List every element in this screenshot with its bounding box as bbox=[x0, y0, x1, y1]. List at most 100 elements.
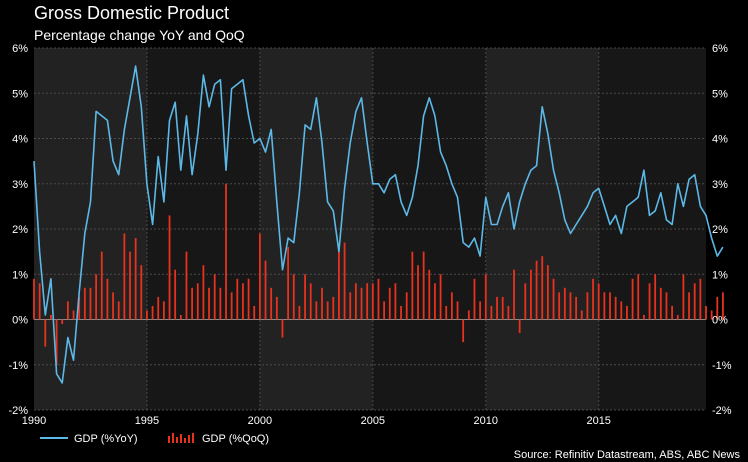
bar-qoq bbox=[552, 278, 555, 320]
bar-qoq bbox=[304, 274, 306, 320]
y-tick-label-left: 5% bbox=[12, 88, 28, 100]
bar-qoq bbox=[513, 269, 515, 320]
bar-qoq bbox=[473, 278, 476, 320]
legend-bar-swatch bbox=[168, 433, 194, 443]
bar-qoq bbox=[654, 274, 657, 320]
bar-qoq bbox=[354, 283, 357, 320]
bar-qoq bbox=[258, 233, 261, 320]
y-tick-label-right: 4% bbox=[712, 134, 728, 146]
chart-subtitle: Percentage change YoY and QoQ bbox=[34, 27, 245, 43]
bar-qoq bbox=[270, 287, 273, 320]
bar-qoq bbox=[417, 265, 419, 320]
bar-qoq bbox=[716, 296, 719, 320]
bar-qoq bbox=[230, 292, 233, 320]
bar-qoq bbox=[61, 319, 64, 325]
bar-qoq bbox=[225, 183, 227, 320]
bar-qoq bbox=[100, 251, 103, 320]
bar-qoq bbox=[219, 287, 222, 320]
bar-qoq bbox=[507, 305, 510, 320]
y-tick-label-right: 1% bbox=[712, 269, 728, 281]
bar-qoq bbox=[321, 287, 323, 320]
bar-qoq bbox=[202, 265, 205, 320]
bar-qoq bbox=[236, 278, 239, 320]
bar-qoq bbox=[281, 319, 284, 338]
bar-qoq bbox=[490, 305, 493, 320]
y-tick-label-left: 2% bbox=[12, 224, 28, 236]
bar-qoq bbox=[83, 287, 86, 320]
y-tick-label-left: -1% bbox=[8, 360, 28, 372]
bar-qoq bbox=[388, 287, 391, 320]
bar-qoq bbox=[123, 233, 126, 320]
bar-qoq bbox=[191, 287, 194, 320]
bar-qoq bbox=[332, 296, 335, 320]
bar-qoq bbox=[693, 283, 696, 320]
bar-qoq bbox=[428, 269, 431, 320]
bar-qoq bbox=[292, 274, 295, 320]
y-tick-label-right: 5% bbox=[712, 88, 728, 100]
bar-qoq bbox=[530, 269, 532, 320]
bar-qoq bbox=[603, 292, 606, 320]
legend-label-qoq: GDP (%QoQ) bbox=[202, 433, 269, 445]
legend: GDP (%YoY) GDP (%QoQ) bbox=[40, 433, 269, 445]
bar-qoq bbox=[38, 283, 41, 320]
legend-bar-mark bbox=[172, 433, 174, 443]
bar-qoq bbox=[563, 287, 566, 320]
bar-qoq bbox=[343, 242, 346, 320]
bar-qoq bbox=[609, 292, 611, 320]
bar-qoq bbox=[253, 305, 256, 320]
bar-qoq bbox=[140, 265, 143, 320]
x-tick-label: 2010 bbox=[474, 415, 498, 427]
y-tick-label-left: 4% bbox=[12, 134, 28, 146]
bar-qoq bbox=[168, 215, 171, 320]
bar-qoq bbox=[705, 305, 707, 320]
bar-qoq bbox=[377, 278, 380, 320]
y-tick-label-right: -2% bbox=[712, 405, 732, 417]
line-yoy bbox=[33, 65, 724, 384]
y-tick-label-left: 3% bbox=[12, 179, 28, 191]
bar-qoq bbox=[196, 283, 199, 320]
bar-qoq bbox=[66, 301, 69, 320]
bar-qoq bbox=[620, 301, 623, 320]
bar-qoq bbox=[213, 274, 216, 320]
bar-qoq bbox=[722, 292, 724, 320]
x-tick-label: 1990 bbox=[22, 415, 46, 427]
line-series bbox=[33, 65, 724, 384]
bar-qoq bbox=[89, 287, 92, 320]
bar-qoq bbox=[383, 301, 386, 320]
bar-qoq bbox=[95, 274, 98, 320]
y-tick-label-right: 2% bbox=[712, 224, 728, 236]
bar-qoq bbox=[162, 301, 165, 320]
bar-qoq bbox=[326, 301, 329, 320]
y-tick-label-left: 6% bbox=[12, 43, 28, 55]
bar-qoq bbox=[309, 283, 312, 320]
bar-qoq bbox=[710, 310, 713, 320]
x-tick-label: 2015 bbox=[586, 415, 610, 427]
bar-qoq bbox=[535, 260, 538, 320]
legend-bar-mark bbox=[188, 435, 190, 443]
bar-qoq bbox=[264, 260, 267, 320]
bar-qoq bbox=[659, 287, 662, 320]
legend-bar-mark bbox=[168, 436, 170, 443]
plot-band bbox=[598, 48, 706, 410]
bar-qoq bbox=[456, 301, 459, 320]
y-tick-label-right: 0% bbox=[712, 315, 728, 327]
bar-qoq bbox=[631, 278, 634, 320]
bar-qoq bbox=[462, 319, 465, 343]
y-tick-label-right: -1% bbox=[712, 360, 732, 372]
bar-qoq bbox=[541, 256, 544, 320]
x-axis: 1990 1995 2000 2005 2010 2015 bbox=[22, 415, 611, 427]
bar-qoq bbox=[117, 301, 120, 320]
bar-qoq bbox=[371, 283, 374, 320]
bar-qoq bbox=[146, 310, 148, 320]
bar-qoq bbox=[496, 296, 498, 320]
bar-qoq bbox=[315, 301, 318, 320]
bar-qoq bbox=[400, 305, 402, 320]
bar-qoq bbox=[185, 251, 188, 320]
bar-qoq bbox=[479, 301, 482, 320]
bar-qoq bbox=[78, 296, 81, 320]
bar-qoq bbox=[157, 296, 160, 320]
bar-qoq bbox=[682, 274, 685, 320]
y-axis-left: -2% -1% 0% 1% 2% 3% 4% 5% 6% bbox=[8, 43, 28, 417]
bar-qoq bbox=[360, 287, 363, 320]
bar-qoq bbox=[179, 314, 182, 320]
